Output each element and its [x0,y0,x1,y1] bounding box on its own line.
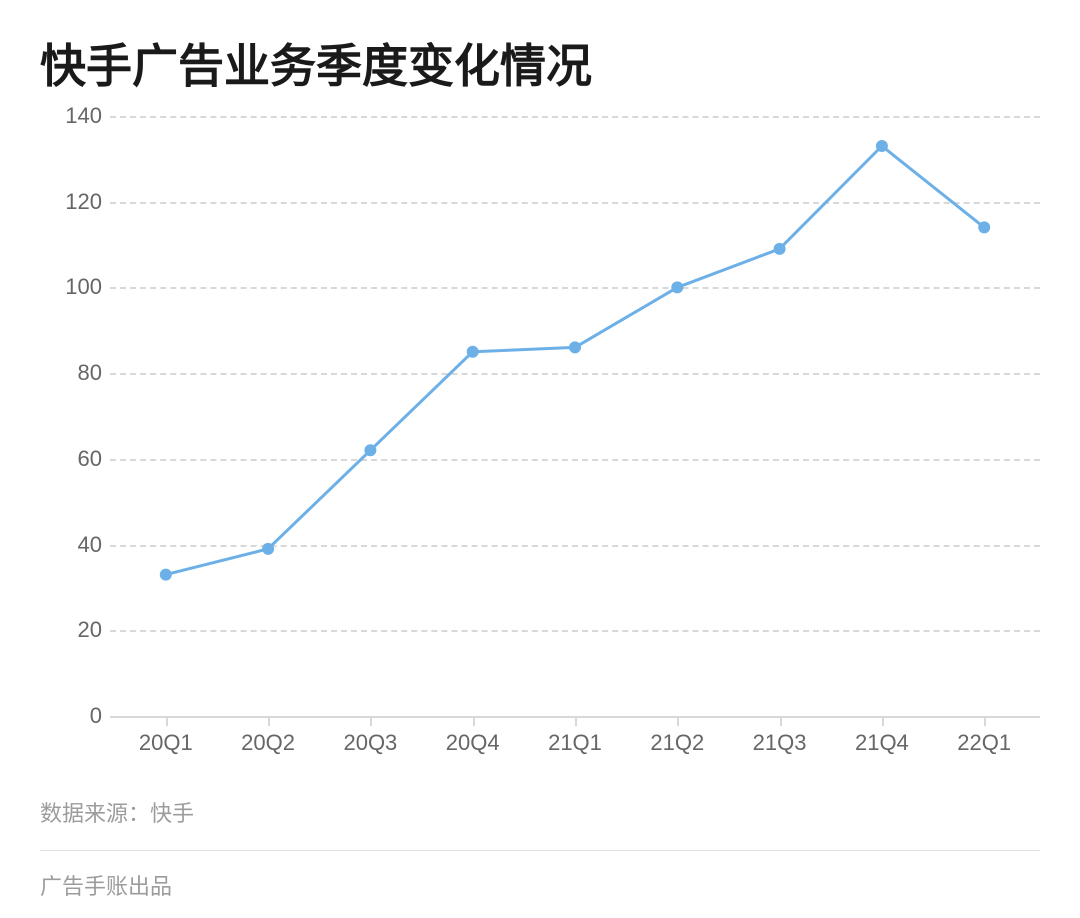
x-tick [882,716,884,726]
x-tick-label: 21Q1 [548,730,602,756]
x-tick-label: 21Q2 [650,730,704,756]
data-point [467,346,479,358]
x-tick-label: 20Q1 [139,730,193,756]
y-tick-label: 120 [65,189,102,215]
x-tick-label: 20Q2 [241,730,295,756]
y-axis: 020406080100120140 [40,116,110,766]
series-line [166,146,984,575]
y-tick-label: 60 [78,446,102,472]
chart-container: 快手广告业务季度变化情况 0 20 40 60 80 100 120 140 20Q1 20Q2… [0,0,1080,918]
y-tick-label: 0 [90,703,102,729]
data-point [262,543,274,555]
x-tick [984,716,986,726]
data-point [160,569,172,581]
data-point [876,140,888,152]
x-tick-label: 21Q4 [855,730,909,756]
data-point [671,281,683,293]
x-tick [780,716,782,726]
x-tick-label: 22Q1 [957,730,1011,756]
x-tick [473,716,475,726]
credit-label: 广告手账出品 [40,869,1040,901]
x-tick-label: 20Q4 [446,730,500,756]
plot-area [110,116,1040,716]
data-point [569,341,581,353]
y-tick-label: 140 [65,103,102,129]
y-tick-label: 80 [78,360,102,386]
data-source-label: 数据来源：快手 [40,796,1040,828]
data-point [978,221,990,233]
x-tick [268,716,270,726]
x-tick-label: 21Q3 [753,730,807,756]
x-axis: 20Q1 20Q2 20Q3 20Q4 21Q1 21Q2 21Q3 21Q4 22Q1 [110,716,1040,766]
data-point [774,243,786,255]
x-tick-label: 20Q3 [343,730,397,756]
data-point [364,444,376,456]
footer-divider [40,850,1040,851]
y-tick-label: 20 [78,617,102,643]
y-tick-label: 40 [78,532,102,558]
y-tick-label: 100 [65,274,102,300]
line-series [110,116,1040,716]
x-tick [370,716,372,726]
x-tick [575,716,577,726]
chart-title: 快手广告业务季度变化情况 [40,30,1040,96]
x-tick [166,716,168,726]
chart-area: 020406080100120140 20Q120Q220Q320Q421Q12… [40,116,1040,766]
x-tick [677,716,679,726]
